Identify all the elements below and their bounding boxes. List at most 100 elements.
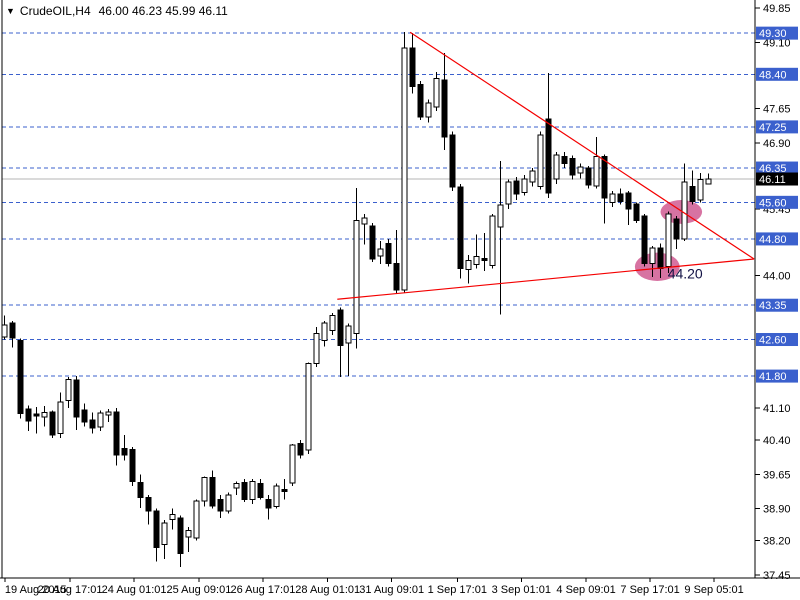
chart-symbol-period: CrudeOIL,H4 <box>19 4 91 18</box>
candle-bearish <box>585 167 592 186</box>
candle-bullish <box>289 444 296 484</box>
x-axis-tick-label[interactable]: 31 Aug 09:01 <box>359 584 424 596</box>
candle-bearish <box>49 411 56 436</box>
x-axis-tick-label[interactable]: 26 Aug 17:01 <box>230 584 295 596</box>
x-axis-tick-label[interactable]: 4 Sep 09:01 <box>556 584 615 596</box>
candle-bearish <box>209 477 216 507</box>
y-axis-tick-label[interactable]: 49.85 <box>763 3 791 15</box>
candle-bullish <box>697 178 704 201</box>
y-axis-tick-label[interactable]: 47.65 <box>763 104 791 116</box>
candle-bearish <box>633 203 640 222</box>
candle-bullish <box>537 134 544 187</box>
price-level-badge[interactable] <box>756 232 798 246</box>
candle-bearish <box>457 186 464 270</box>
candle-bearish <box>601 156 608 199</box>
candle-bearish <box>409 47 416 88</box>
price-level-badge-label: 44.80 <box>759 234 787 246</box>
current-price-badge <box>756 172 798 186</box>
x-axis-tick-label[interactable]: 3 Sep 01:01 <box>492 584 551 596</box>
price-level-badge[interactable] <box>756 120 798 134</box>
candle-bullish <box>233 483 240 489</box>
candle-bearish <box>513 180 520 195</box>
candle-bullish <box>401 47 408 291</box>
candle-bullish <box>273 485 280 507</box>
y-axis-tick-label[interactable]: 38.20 <box>763 536 791 548</box>
y-axis-tick-label[interactable]: 39.65 <box>763 469 791 481</box>
y-axis-tick-label[interactable]: 40.40 <box>763 435 791 447</box>
candle-bullish <box>521 178 528 193</box>
price-level-badge[interactable] <box>756 26 798 40</box>
y-axis-tick-label[interactable]: 41.10 <box>763 403 791 415</box>
candle-bullish <box>577 166 584 174</box>
candle-bearish <box>545 118 552 194</box>
price-level-badge[interactable] <box>756 333 798 347</box>
price-level-badge[interactable] <box>756 195 798 209</box>
price-level-badge[interactable] <box>756 161 798 175</box>
candle-bearish <box>73 379 80 418</box>
x-axis-tick-label[interactable]: 25 Aug 09:01 <box>166 584 231 596</box>
candle-bearish <box>217 499 224 512</box>
candle-bearish <box>257 483 264 498</box>
x-axis-tick-label[interactable]: 20 Aug 17:01 <box>38 584 103 596</box>
candle-bearish <box>81 409 88 423</box>
candle-bullish <box>249 480 256 501</box>
candle-bearish <box>89 419 96 429</box>
candle-bearish <box>25 408 32 422</box>
price-level-badge-label: 42.60 <box>759 335 787 347</box>
x-axis-tick-label[interactable]: 1 Sep 17:01 <box>428 584 487 596</box>
candle-bullish <box>161 522 168 545</box>
candle-bearish <box>153 510 160 549</box>
candle-bullish <box>665 213 672 267</box>
candle-bullish <box>105 411 112 416</box>
candle-bearish <box>657 247 664 270</box>
x-axis-tick-label[interactable]: 24 Aug 01:01 <box>102 584 167 596</box>
candle-bullish <box>57 401 64 434</box>
candle-bearish <box>641 215 648 265</box>
price-level-badge-label: 48.40 <box>759 69 787 81</box>
y-axis-tick-label[interactable]: 49.10 <box>763 37 791 49</box>
price-level-badge-label: 47.25 <box>759 122 787 134</box>
candle-bullish <box>361 217 368 225</box>
candle-bullish <box>321 322 328 341</box>
price-level-badge[interactable] <box>756 298 798 312</box>
candle-bullish <box>345 325 352 344</box>
candle-bullish <box>425 102 432 118</box>
candle-bullish <box>593 156 600 187</box>
candle-bullish <box>193 500 200 539</box>
candle-bearish <box>17 339 24 415</box>
price-level-badge-label: 45.60 <box>759 197 787 209</box>
candle-bullish <box>97 412 104 428</box>
trendline-ascending[interactable] <box>337 258 755 300</box>
candle-bullish <box>1 324 8 338</box>
trendline-descending[interactable] <box>409 31 755 260</box>
price-level-badge[interactable] <box>756 369 798 383</box>
candle-bullish <box>185 530 192 538</box>
candle-bullish <box>681 181 688 240</box>
y-axis-tick-label[interactable]: 44.00 <box>763 270 791 282</box>
candle-bearish <box>625 192 632 210</box>
candle-bullish <box>313 333 320 364</box>
candle-bearish <box>369 225 376 260</box>
price-level-badge-label: 46.35 <box>759 163 787 175</box>
x-axis-tick-label[interactable]: 28 Aug 01:01 <box>295 584 360 596</box>
candle-bearish <box>673 218 680 240</box>
x-axis-tick-label[interactable]: 19 Aug 2015 <box>5 584 67 596</box>
price-annotation: 44.20 <box>668 266 703 282</box>
x-axis-tick-label[interactable]: 9 Sep 05:01 <box>684 584 743 596</box>
candle-bearish <box>449 134 456 188</box>
candle-bearish <box>417 83 424 118</box>
y-axis-tick-label[interactable]: 46.90 <box>763 138 791 150</box>
candle-bearish <box>177 517 184 555</box>
y-axis-tick-label[interactable]: 37.45 <box>763 570 791 582</box>
price-level-badge[interactable] <box>756 67 798 81</box>
candle-bearish <box>689 185 696 202</box>
candle-bullish <box>465 259 472 271</box>
price-level-badge-label: 49.30 <box>759 28 787 40</box>
price-level-badge-label: 43.35 <box>759 300 787 312</box>
x-axis-tick-label[interactable]: 7 Sep 17:01 <box>620 584 679 596</box>
chart-dropdown-icon[interactable]: ▼ <box>6 6 15 16</box>
y-axis-tick-label[interactable]: 38.90 <box>763 504 791 516</box>
candle-bearish <box>561 156 568 164</box>
